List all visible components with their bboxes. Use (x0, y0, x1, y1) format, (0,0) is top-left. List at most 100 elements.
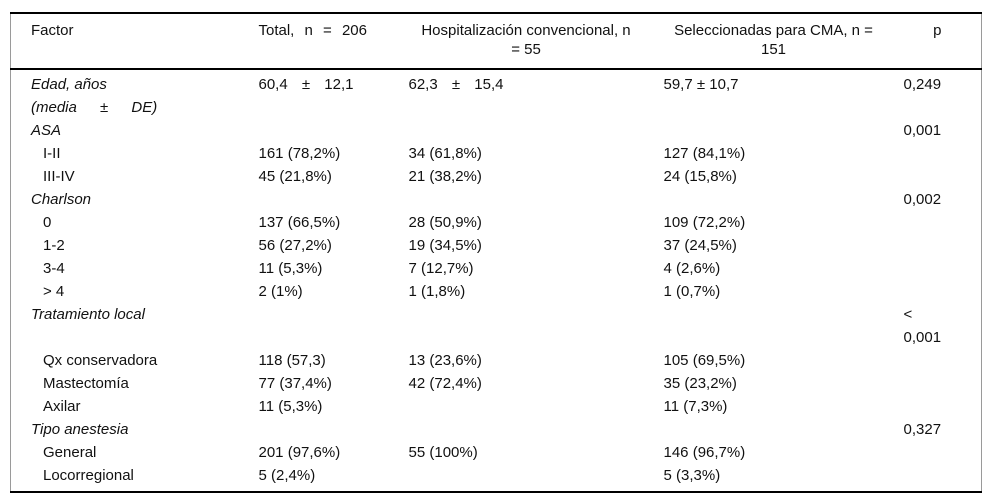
hosp-cell: 7 (12,7%) (408, 260, 474, 277)
cma-cell: 24 (15,8%) (663, 168, 737, 185)
patient-factors-table-wrap: Factor Total, n = 206 Hospitalización co… (10, 12, 982, 493)
p-cell (894, 395, 982, 418)
p-cell (894, 372, 982, 395)
total-cell: 201 (97,6%) (258, 444, 341, 461)
table-header: Factor Total, n = 206 Hospitalización co… (10, 13, 982, 70)
cma-cell: 11 (7,3%) (663, 398, 728, 415)
p-cell (894, 464, 982, 492)
total-cell (249, 119, 399, 142)
total-cell (249, 303, 399, 349)
row-tratamiento-local: Tratamiento local < 0,001 (11, 303, 982, 349)
row-general: General 201 (97,6%) 55 (100%) 146 (96,7%… (11, 441, 982, 464)
p-cell (894, 234, 982, 257)
p-cell (894, 142, 982, 165)
row-asa: ASA 0,001 (11, 119, 982, 142)
total-cell: 11 (5,3%) (258, 260, 323, 277)
cma-cell: 59,7 ± 10,7 (663, 76, 739, 93)
cma-cell (654, 119, 894, 142)
row-locorregional: Locorregional 5 (2,4%) 5 (3,3%) (11, 464, 982, 492)
hosp-cell: 13 (23,6%) (408, 352, 482, 369)
hosp-cell (399, 119, 654, 142)
factor-cell: 0 (43, 214, 52, 231)
cma-cell (654, 303, 894, 349)
p-cell: 0,001 (903, 122, 942, 139)
cma-cell: 1 (0,7%) (663, 283, 721, 300)
total-cell: 2 (1%) (258, 283, 303, 300)
factor-cell: Charlson (31, 191, 92, 208)
hosp-cell: 62,3 ± 15,4 (408, 76, 504, 93)
total-cell: 60,4 ± 12,1 (258, 76, 354, 93)
cma-cell: 37 (24,5%) (663, 237, 737, 254)
header-total: Total, n = 206 (248, 13, 399, 70)
hosp-cell (399, 188, 654, 211)
total-cell: 77 (37,4%) (258, 375, 332, 392)
hosp-cell (399, 395, 654, 418)
row-charlson-3-4: 3-4 11 (5,3%) 7 (12,7%) 4 (2,6%) (11, 257, 982, 280)
cma-cell: 146 (96,7%) (663, 444, 746, 461)
row-asa-iii-iv: III-IV 45 (21,8%) 21 (38,2%) 24 (15,8%) (11, 165, 982, 188)
factor-cell: 3-4 (43, 260, 65, 277)
cma-cell: 109 (72,2%) (663, 214, 746, 231)
factor-cell: > 4 (43, 283, 65, 300)
row-charlson-gt4: > 4 2 (1%) 1 (1,8%) 1 (0,7%) (11, 280, 982, 303)
row-qx-conservadora: Qx conservadora 118 (57,3) 13 (23,6%) 10… (11, 349, 982, 372)
row-asa-i-ii: I-II 161 (78,2%) 34 (61,8%) 127 (84,1%) (11, 142, 982, 165)
hosp-cell: 55 (100%) (408, 444, 478, 461)
hosp-cell: 1 (1,8%) (408, 283, 466, 300)
factor-cell: Edad, años (media ± DE) (11, 69, 249, 119)
hosp-cell: 28 (50,9%) (408, 214, 482, 231)
total-cell (249, 188, 399, 211)
total-cell: 56 (27,2%) (258, 237, 332, 254)
cma-cell: 105 (69,5%) (663, 352, 746, 369)
p-cell (894, 280, 982, 303)
row-edad: Edad, años (media ± DE) 60,4 ± 12,1 62,3 … (11, 69, 982, 119)
factor-cell: Axilar (43, 398, 81, 415)
factor-cell: Tipo anestesia (31, 421, 129, 438)
total-cell: 45 (21,8%) (258, 168, 332, 185)
table-body: Edad, años (media ± DE) 60,4 ± 12,1 62,3 … (11, 69, 982, 492)
cma-cell (654, 188, 894, 211)
row-tipo-anestesia: Tipo anestesia 0,327 (11, 418, 982, 441)
total-cell: 137 (66,5%) (258, 214, 341, 231)
factor-cell: Mastectomía (43, 375, 129, 392)
p-cell: 0,249 (903, 76, 942, 93)
factor-line2: (media ± DE) (31, 99, 158, 116)
row-mastectomia: Mastectomía 77 (37,4%) 42 (72,4%) 35 (23… (11, 372, 982, 395)
total-cell: 5 (2,4%) (258, 467, 316, 484)
header-factor: Factor (10, 13, 249, 70)
row-axilar: Axilar 11 (5,3%) 11 (7,3%) (11, 395, 982, 418)
p-cell: 0,002 (903, 191, 942, 208)
hosp-cell: 42 (72,4%) (408, 375, 482, 392)
cma-cell: 5 (3,3%) (663, 467, 721, 484)
p-cell (894, 211, 982, 234)
total-cell: 161 (78,2%) (258, 145, 341, 162)
p-cell (894, 441, 982, 464)
header-hospitalizacion: Hospitalización convencional, n = 55 (398, 13, 654, 70)
factor-cell: Tratamiento local (31, 306, 145, 323)
factor-cell: ASA (31, 122, 62, 139)
p-cell (894, 165, 982, 188)
row-charlson-1-2: 1-2 56 (27,2%) 19 (34,5%) 37 (24,5%) (11, 234, 982, 257)
factor-cell: Qx conservadora (43, 352, 158, 369)
header-row: Factor Total, n = 206 Hospitalización co… (10, 13, 982, 70)
hosp-cell (399, 418, 654, 441)
cma-cell (654, 418, 894, 441)
hosp-cell: 34 (61,8%) (408, 145, 482, 162)
cma-cell: 35 (23,2%) (663, 375, 737, 392)
factor-cell: General (43, 444, 97, 461)
factor-cell: I-II (43, 145, 61, 162)
total-cell: 118 (57,3) (258, 352, 326, 369)
row-charlson-0: 0 137 (66,5%) 28 (50,9%) 109 (72,2%) (11, 211, 982, 234)
factor-cell: Locorregional (43, 467, 134, 484)
p-cell (894, 257, 982, 280)
cma-cell: 127 (84,1%) (663, 145, 746, 162)
hosp-cell (399, 464, 654, 492)
factor-cell: 1-2 (43, 237, 65, 254)
total-cell: 11 (5,3%) (258, 398, 323, 415)
p-cell: 0,327 (903, 421, 942, 438)
hosp-cell: 21 (38,2%) (408, 168, 482, 185)
factor-line1: Edad, años (31, 76, 107, 93)
p-cell (894, 349, 982, 372)
total-cell (249, 418, 399, 441)
header-p: p (893, 13, 982, 70)
